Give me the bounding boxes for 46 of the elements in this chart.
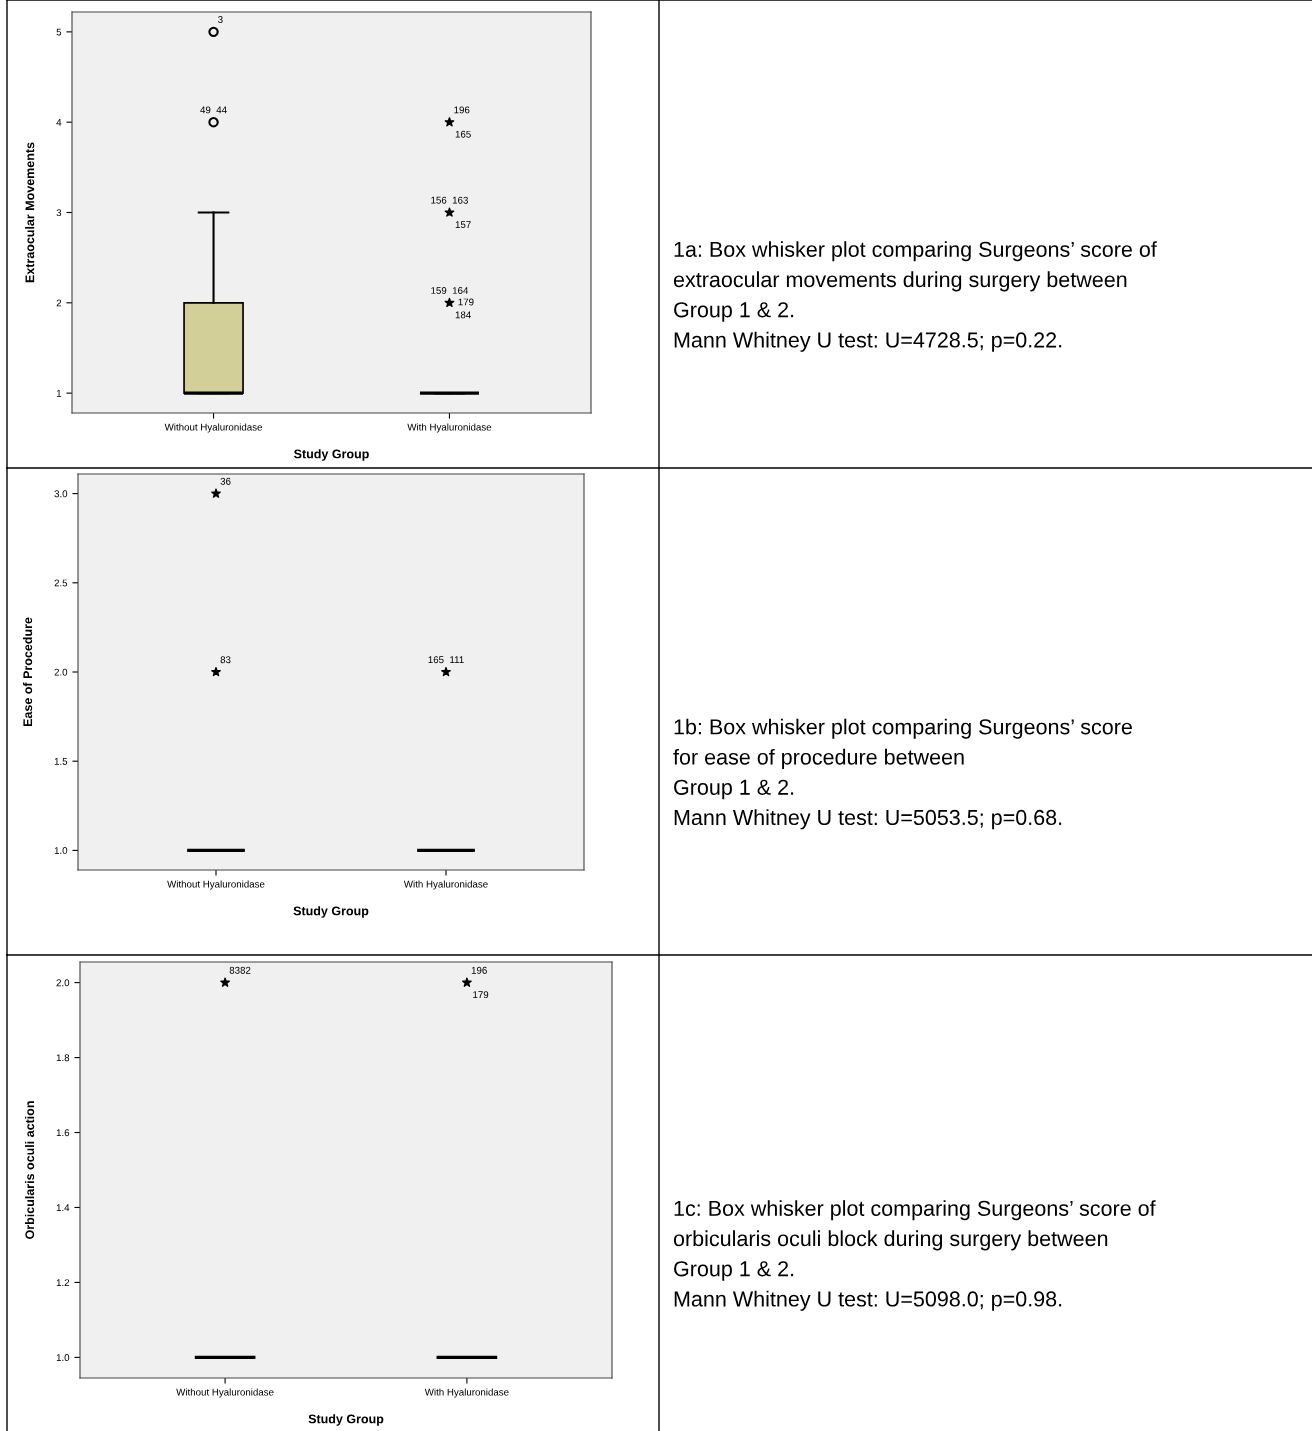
annotation: 179 — [458, 298, 474, 306]
text: 1a: Box whisker plot comparing Surgeons’ score of extraocular movements during surgery between Group 1 & 2. Mann Whitney U test: U=4728.5; p=0.22. — [673, 241, 1157, 352]
annotation: 196 — [454, 106, 470, 114]
y-tick-label: 1.2 — [56, 1279, 70, 1286]
x-axis-title: Study Group — [294, 449, 369, 461]
y-tick-label: 1.4 — [56, 1204, 70, 1211]
y-tick-label: 1.0 — [54, 847, 68, 854]
y-tick-label: 1.6 — [56, 1129, 70, 1137]
x-tick-label: With Hyaluronidase — [424, 1388, 509, 1398]
annotation: 196 — [471, 966, 487, 974]
text: 1c: Box whisker plot comparing Surgeons’ score of orbicularis oculi block during surgery between Group 1 & 2. Mann Whitney U test: U=5098.0; p=0.98. — [673, 1200, 1156, 1311]
y-axis-title: Extraocular Movements — [25, 142, 35, 283]
y-tick-label: 2.0 — [56, 979, 70, 987]
x-axis-title: Study Group — [293, 906, 369, 918]
annotation: 165 111 — [428, 656, 464, 664]
x-axis-title: Study Group — [308, 1414, 384, 1426]
x-tick-label: With Hyaluronidase — [407, 423, 492, 433]
y-tick-label: 1 — [56, 389, 62, 397]
annotation: 159 164 — [431, 287, 469, 294]
annotation: 156 163 — [431, 196, 468, 204]
annotation: 3 — [218, 16, 223, 23]
annotation: 36 — [220, 477, 231, 485]
x-tick-label: With Hyaluronidase — [403, 880, 488, 890]
text: 1b: Box whisker plot comparing Surgeons’ score for ease of procedure between Group 1 & 2. Mann Whitney U test: U=5053.5; p=0.68. — [673, 718, 1132, 830]
annotation: 179 — [473, 991, 489, 999]
y-tick-label: 2 — [56, 299, 62, 307]
y-tick-label: 3 — [56, 209, 62, 217]
x-tick-label: Without Hyaluronidase — [176, 1388, 274, 1398]
annotation: 157 — [455, 221, 471, 228]
annotation: 49 44 — [200, 106, 227, 114]
y-tick-label: 5 — [56, 28, 62, 36]
y-tick-label: 4 — [56, 119, 62, 126]
y-tick-label: 3.0 — [54, 490, 68, 498]
x-tick-label: Without Hyaluronidase — [167, 880, 265, 890]
y-tick-label: 1.8 — [56, 1054, 70, 1062]
y-axis-title: Orbicularis oculi action — [24, 1101, 35, 1239]
annotation: 184 — [455, 311, 471, 319]
y-tick-label: 1.0 — [56, 1354, 70, 1362]
y-tick-label: 2.5 — [54, 579, 68, 587]
annotation: 8382 — [229, 966, 251, 974]
annotation: 165 — [455, 130, 471, 138]
annotation: 83 — [220, 656, 231, 664]
y-axis-title: Ease of Procedure — [22, 617, 33, 727]
x-tick-label: Without Hyaluronidase — [164, 423, 263, 433]
y-tick-label: 2.0 — [54, 668, 68, 676]
y-tick-label: 1.5 — [54, 758, 68, 765]
